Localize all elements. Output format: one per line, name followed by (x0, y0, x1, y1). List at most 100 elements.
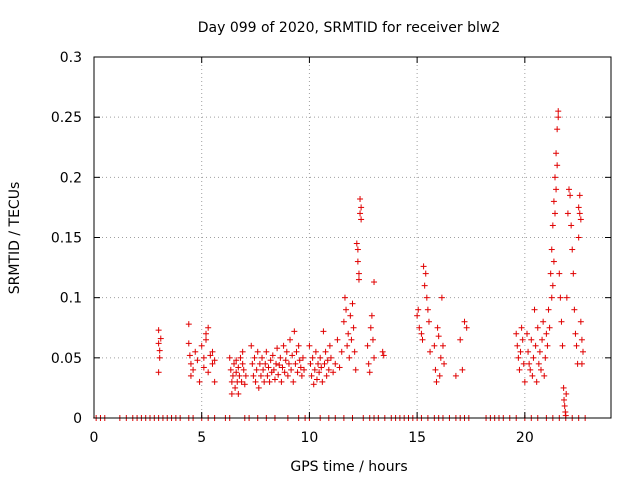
x-tick-label: 0 (90, 430, 99, 446)
data-point (155, 340, 162, 347)
data-point (457, 336, 464, 343)
data-point (518, 324, 525, 331)
data-point (274, 345, 281, 352)
data-point (541, 372, 548, 379)
data-point (550, 198, 557, 205)
data-point (311, 366, 318, 373)
data-point (277, 354, 284, 361)
data-point (561, 396, 568, 403)
data-point (380, 352, 387, 359)
data-point (292, 360, 299, 367)
data-point (344, 342, 351, 349)
y-tick-label: 0 (73, 411, 82, 427)
data-point (578, 336, 585, 343)
data-point (355, 276, 362, 283)
data-point (542, 354, 549, 361)
data-point (263, 348, 270, 355)
data-point (157, 335, 164, 342)
data-point (559, 342, 566, 349)
data-point (422, 270, 429, 277)
data-point (558, 318, 565, 325)
data-point (319, 378, 326, 385)
data-point (229, 372, 236, 379)
data-point (196, 378, 203, 385)
data-point (261, 378, 268, 385)
data-point (227, 366, 234, 373)
x-tick-label: 15 (408, 430, 426, 446)
data-point (297, 364, 304, 371)
y-axis-label: SRMTID / TECUs (7, 182, 23, 295)
data-point (571, 306, 578, 313)
data-point (318, 364, 325, 371)
data-point (368, 312, 375, 319)
data-point (565, 186, 572, 193)
data-point (365, 360, 372, 367)
data-point (325, 366, 332, 373)
data-point (266, 378, 273, 385)
data-point (577, 216, 584, 223)
data-point (343, 306, 350, 313)
data-point (190, 366, 197, 373)
data-point (312, 348, 319, 355)
y-tick-label: 0.1 (60, 291, 82, 307)
data-point (336, 364, 343, 371)
data-point (461, 318, 468, 325)
data-point (241, 381, 248, 388)
data-point (296, 357, 303, 364)
data-point (358, 216, 365, 223)
data-point (555, 108, 562, 115)
data-point (299, 354, 306, 361)
data-point (282, 357, 289, 364)
data-point (567, 192, 574, 199)
data-point (553, 186, 560, 193)
data-point (366, 369, 373, 376)
data-point (354, 246, 361, 253)
data-point (341, 294, 348, 301)
data-point (515, 354, 522, 361)
data-point (351, 348, 358, 355)
data-point (437, 354, 444, 361)
data-point (198, 342, 205, 349)
data-point (423, 294, 430, 301)
chart-title: Day 099 of 2020, SRMTID for receiver blw… (198, 20, 501, 36)
data-point (284, 372, 291, 379)
data-point (421, 282, 428, 289)
data-point (309, 354, 316, 361)
data-point (514, 342, 521, 349)
data-point (279, 364, 286, 371)
data-point (563, 294, 570, 301)
data-point (155, 369, 162, 376)
data-point (369, 336, 376, 343)
data-point (253, 366, 260, 373)
x-tick-label: 20 (516, 430, 534, 446)
data-point (420, 263, 427, 270)
data-point (516, 366, 523, 373)
data-point (528, 336, 535, 343)
points-layer (93, 108, 589, 421)
data-point (433, 378, 440, 385)
data-point (288, 366, 295, 373)
data-point (340, 318, 347, 325)
data-point (416, 324, 423, 331)
data-point (270, 366, 277, 373)
data-point (579, 348, 586, 355)
data-point (530, 354, 537, 361)
data-point (525, 348, 532, 355)
data-point (553, 150, 560, 157)
data-point (294, 369, 301, 376)
data-point (549, 222, 556, 229)
data-point (537, 366, 544, 373)
data-point (435, 333, 442, 340)
data-point (298, 372, 305, 379)
x-tick-label: 5 (197, 430, 206, 446)
data-point (414, 312, 421, 319)
data-point (547, 270, 554, 277)
data-point (463, 324, 470, 331)
data-point (418, 330, 425, 337)
data-point (348, 336, 355, 343)
data-point (367, 324, 374, 331)
y-tick-label: 0.05 (51, 351, 82, 367)
data-point (200, 364, 207, 371)
data-point (427, 348, 434, 355)
data-point (265, 364, 272, 371)
